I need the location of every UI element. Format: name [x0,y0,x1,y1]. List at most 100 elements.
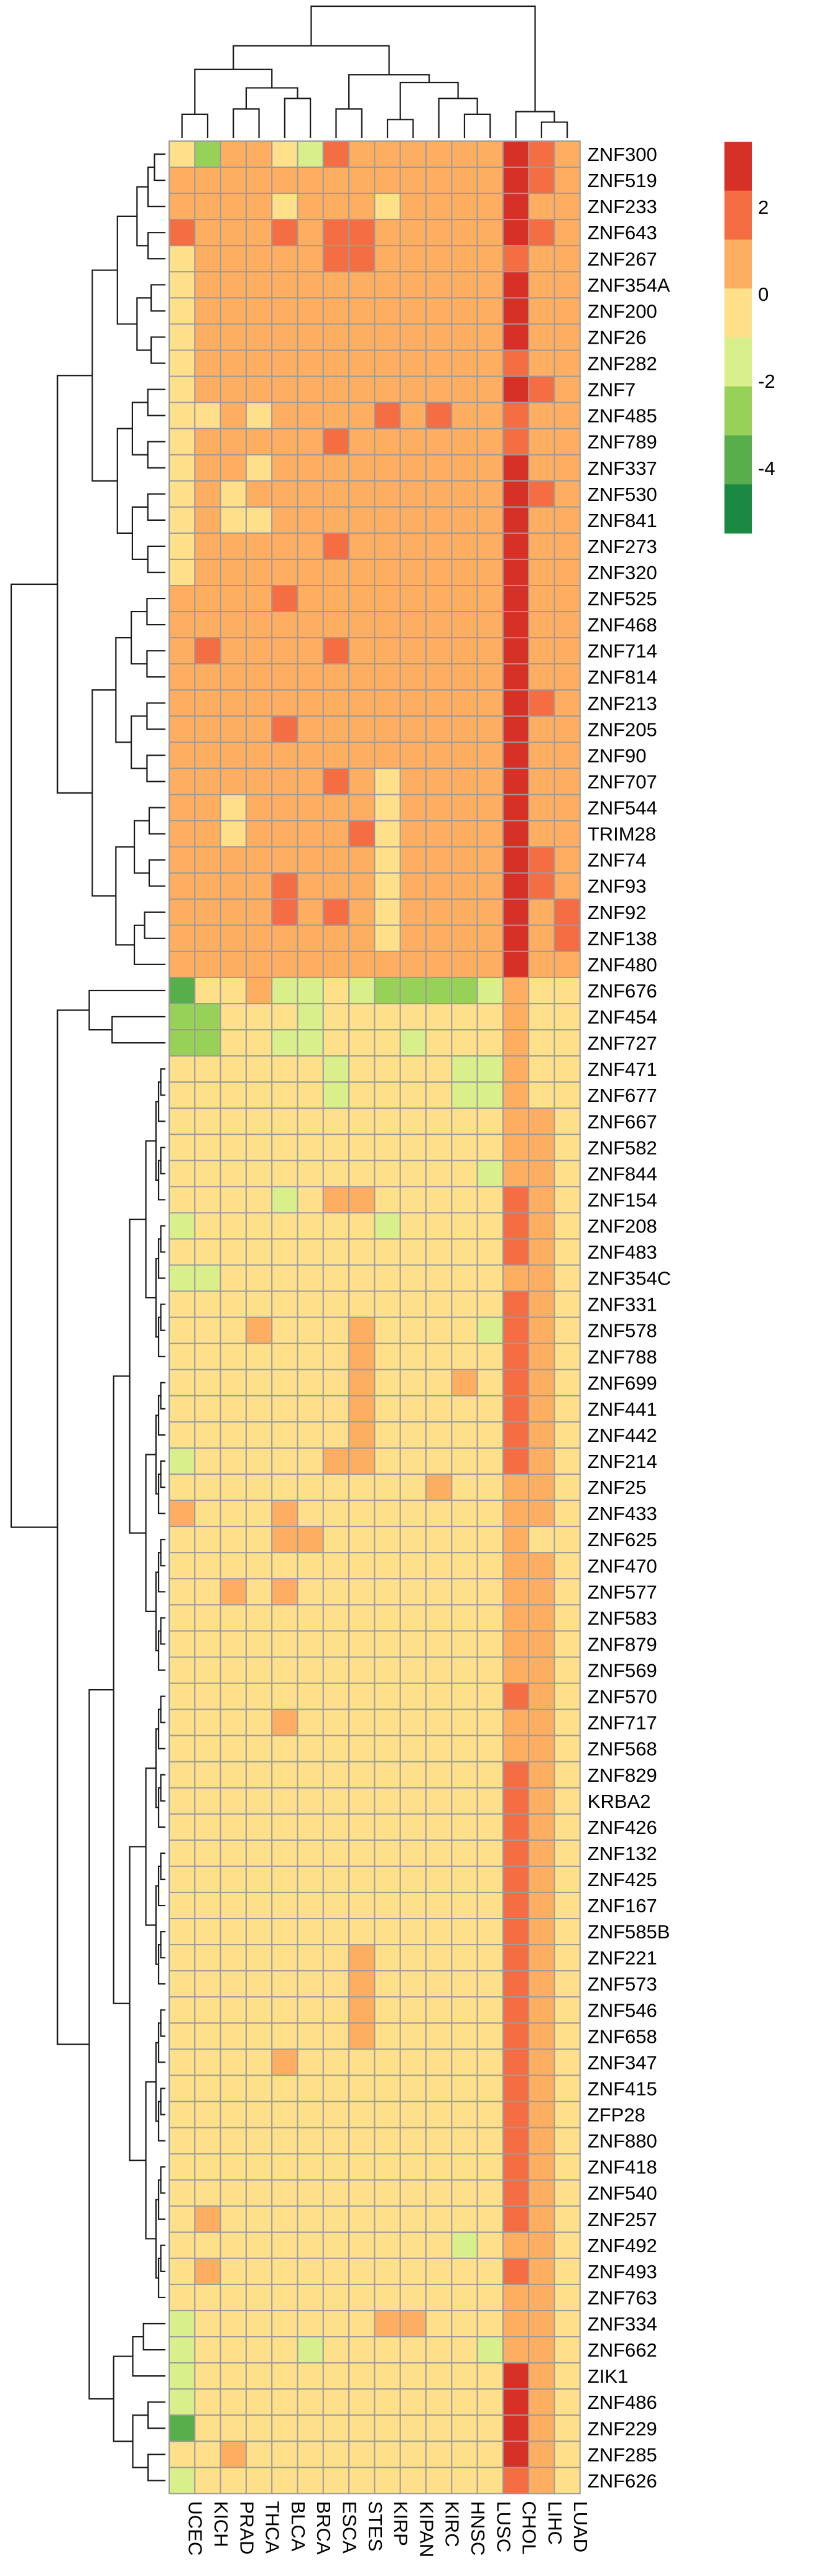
heatmap-cell [271,1970,298,1998]
heatmap-cell [245,454,273,482]
heatmap-cell [220,1316,247,1344]
heatmap-cell [502,2205,530,2233]
heatmap-cell [169,663,196,691]
heatmap-cell [374,1002,401,1031]
heatmap-cell [553,611,581,639]
heatmap-cell [348,1160,376,1188]
heatmap-cell [399,245,427,273]
heatmap-cell [348,1186,376,1214]
heatmap-cell [169,768,196,795]
heatmap-cell [245,2101,273,2129]
dendrogram-branch [157,2179,165,2220]
heatmap-cell [245,1002,273,1031]
heatmap-cell [220,1526,247,1554]
heatmap-cell [348,1368,376,1396]
heatmap-cell [425,2467,453,2495]
heatmap-cell [169,193,196,221]
heatmap-cell [169,454,196,482]
heatmap-cell [374,1107,401,1135]
heatmap-cell [194,637,221,665]
dendrogram-branch [144,911,165,939]
heatmap-cell [297,1813,324,1841]
heatmap-cell [553,2388,581,2416]
heatmap-cell [245,1238,273,1266]
heatmap-cell [245,532,273,560]
heatmap-cell [169,2257,196,2285]
heatmap-cell [297,689,324,717]
heatmap-cell [245,1996,273,2024]
heatmap-cell [169,1761,196,1789]
heatmap-cell [399,715,427,743]
heatmap-cell [220,558,247,587]
heatmap-cell [374,167,401,195]
heatmap-cell [528,1264,555,1292]
heatmap-cell [169,480,196,508]
heatmap-cell [194,2336,221,2364]
dendrogram-branch [157,1787,165,1828]
heatmap-cell [348,1395,376,1423]
row-label: ZNF577 [588,1581,657,1603]
heatmap-cell [169,1002,196,1031]
heatmap-cell [271,741,298,769]
heatmap-cell [553,1526,581,1554]
heatmap-cell [194,1081,221,1109]
heatmap-cell [322,2231,350,2259]
heatmap-cell [553,1500,581,1528]
row-label: ZNF480 [588,954,657,976]
heatmap-cell [220,741,247,769]
heatmap-cell [194,245,221,273]
heatmap-cell [245,1630,273,1658]
heatmap-cell [553,401,581,429]
heatmap-cell [169,2283,196,2311]
heatmap-cell [245,1604,273,1632]
heatmap-cell [374,846,401,874]
heatmap-cell [374,2414,401,2442]
heatmap-cell [297,2153,324,2181]
row-label: ZNF267 [588,248,657,270]
heatmap-cell [297,349,324,377]
heatmap-cell [528,2283,555,2311]
heatmap-cell [451,506,478,534]
heatmap-cell [245,1264,273,1292]
dendrogram-branch [194,68,273,114]
heatmap-cell [322,1238,350,1266]
heatmap-cell [528,2205,555,2233]
heatmap-cell [245,1500,273,1528]
row-label: ZNF544 [588,797,657,819]
heatmap-cell [297,715,324,743]
dendrogram-branch [132,2335,165,2377]
heatmap-cell [348,271,376,299]
dendrogram-branch [145,1454,156,1612]
heatmap-cell [348,1290,376,1318]
heatmap-cell [553,532,581,560]
heatmap-cell [322,2022,350,2050]
heatmap-cell [297,1107,324,1135]
heatmap-cell [502,2441,530,2468]
heatmap-cell [502,1892,530,1920]
heatmap-cell [528,2048,555,2076]
heatmap-cell [528,976,555,1004]
heatmap-cell [220,1865,247,1894]
heatmap-cell [220,1839,247,1867]
heatmap-cell [194,1238,221,1266]
heatmap-cell [399,663,427,691]
heatmap-cell [322,820,350,848]
heatmap-cell [528,1186,555,1214]
dendrogram-branch [155,1728,159,1808]
heatmap-cell [528,1055,555,1083]
heatmap-cell [425,2048,453,2076]
heatmap-cell [348,1316,376,1344]
heatmap-cell [528,1552,555,1580]
heatmap-cell [451,1630,478,1658]
dendrogram-branch [147,545,165,574]
heatmap-cell [271,1238,298,1266]
heatmap-cell [502,1787,530,1815]
heatmap-cell [322,2179,350,2207]
heatmap-cell [476,2101,504,2129]
heatmap-cell [220,1474,247,1501]
heatmap-cell [476,1682,504,1710]
heatmap-cell [553,245,581,273]
heatmap-cell [169,924,196,952]
heatmap-cell [245,2179,273,2207]
heatmap-cell [528,689,555,717]
